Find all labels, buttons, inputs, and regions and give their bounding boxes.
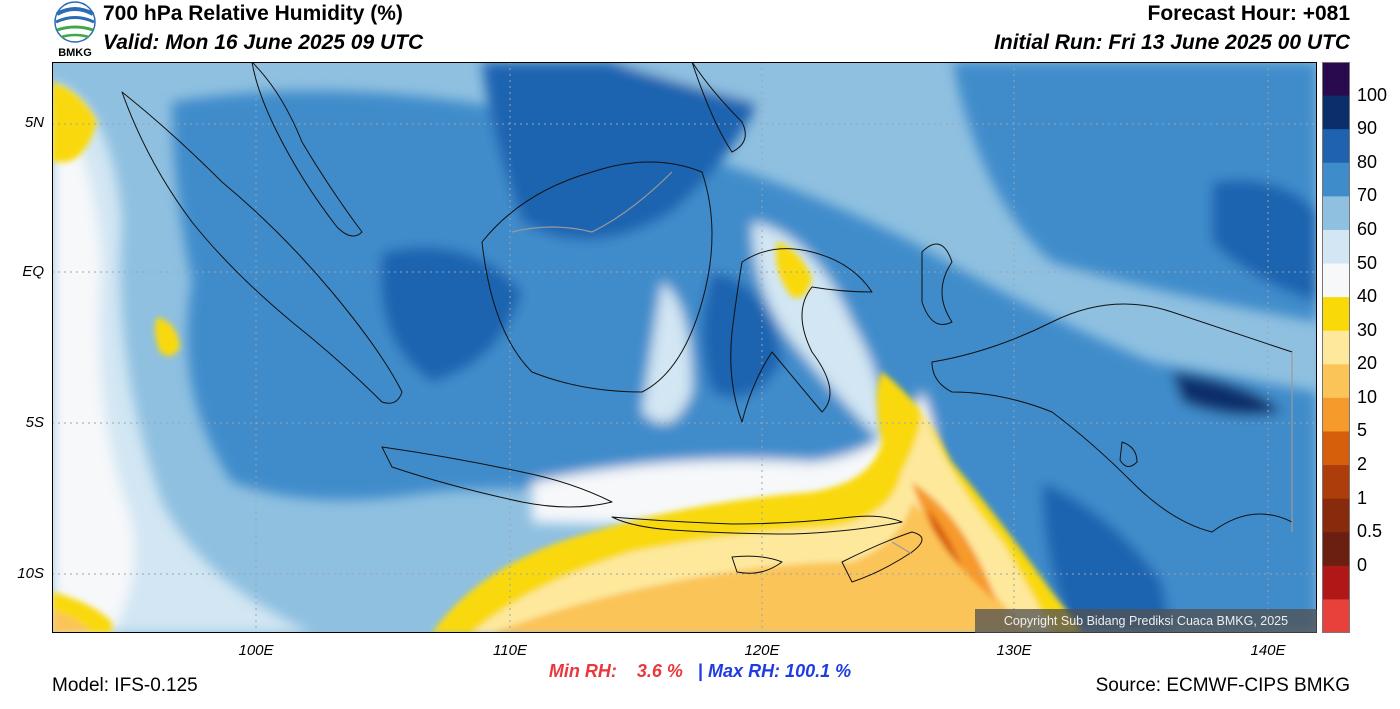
map-frame (52, 62, 1317, 633)
lon-label-140e: 140E (1250, 642, 1286, 659)
valid-time: Valid: Mon 16 June 2025 09 UTC (103, 31, 424, 54)
lat-label-5n: 5N (24, 114, 44, 131)
lon-label-130e: 130E (996, 642, 1032, 659)
colorbar-label: 60 (1357, 218, 1378, 239)
coastline-timor (841, 531, 923, 583)
humid-core-southeast (1042, 482, 1172, 633)
colorbar-swatch (1322, 229, 1350, 265)
coastline-lesser-sunda (611, 515, 903, 535)
map-title: 700 hPa Relative Humidity (%) (103, 2, 403, 25)
coastline-java (381, 446, 613, 508)
border-timor (891, 541, 913, 555)
colorbar-swatch (1322, 297, 1350, 332)
dry-tongue-10 (912, 482, 997, 602)
colorbar-label: 0 (1357, 554, 1368, 575)
coastline-borneo (481, 161, 713, 393)
colorbar-label: 30 (1357, 319, 1378, 340)
colorbar-label: 2 (1357, 454, 1368, 475)
coastline-sumba (731, 555, 783, 574)
coastline-sulawesi (730, 248, 873, 423)
coastline-malay-peninsula (251, 62, 363, 237)
min-rh-label: Min RH: (548, 661, 617, 681)
model-name: Model: IFS-0.125 (52, 675, 198, 696)
border-borneo (511, 171, 673, 233)
colorbar-swatch (1322, 498, 1350, 533)
colorbar-swatch (1322, 196, 1350, 231)
colorbar-swatch (1322, 162, 1350, 197)
colorbar-label: 90 (1357, 118, 1378, 139)
colorbar-swatch (1322, 397, 1350, 432)
initial-run: Initial Run: Fri 13 June 2025 00 UTC (994, 31, 1350, 54)
dry-tongue-20 (492, 502, 1027, 633)
dry-region-flores-sea (642, 282, 692, 424)
colorbar-label: 0.5 (1357, 521, 1383, 542)
colorbar-swatch (1322, 532, 1350, 567)
logo-text: BMKG (58, 47, 92, 59)
humid-core-papua (1172, 372, 1282, 416)
colorbar-swatch (1322, 465, 1350, 500)
coastline-aru (1119, 441, 1138, 467)
dry-region-west-core (52, 102, 135, 633)
humid-region-east (952, 62, 1317, 322)
max-rh-label: Max RH: 100.1 % (708, 661, 852, 681)
data-source: Source: ECMWF-CIPS BMKG (1095, 675, 1350, 696)
min-rh-value: 3.6 % (636, 661, 683, 681)
humid-core-north (482, 62, 772, 240)
colorbar-swatch (1322, 431, 1350, 466)
colorbar-frame (1322, 62, 1350, 633)
colorbar-swatch (1322, 129, 1350, 164)
rh-statistics: Min RH: 3.6 % | Max RH: 100.1 % (0, 661, 1400, 682)
colorbar-label: 100 (1357, 84, 1388, 105)
lat-label-eq: EQ (22, 263, 44, 280)
colorbar-swatch (1322, 565, 1350, 600)
colorbar-swatch (1322, 330, 1350, 365)
dry-core-5 (927, 507, 962, 567)
colorbar-label: 5 (1357, 420, 1368, 441)
coastline-papua (931, 303, 1293, 533)
lon-label-100e: 100E (238, 642, 274, 659)
humid-core-borneo (380, 247, 522, 382)
colorbar-label: 80 (1357, 151, 1378, 172)
humid-core-east (1212, 180, 1317, 302)
lat-label-10s: 10S (17, 565, 44, 582)
lon-label-120e: 120E (744, 642, 780, 659)
dry-patch-west (155, 317, 180, 356)
colorbar-label: 1 (1357, 487, 1368, 508)
colorbar (1322, 62, 1350, 633)
dry-patch-southwest-20 (52, 610, 92, 633)
colorbar-label: 10 (1357, 386, 1378, 407)
humidity-map (52, 62, 1317, 633)
colorbar-swatch (1322, 95, 1350, 130)
lon-label-110e: 110E (493, 642, 527, 659)
dry-patch-northwest (52, 82, 97, 162)
coastline-sumatra (121, 91, 403, 404)
coastline-halmahera (921, 243, 953, 325)
colorbar-swatch (1322, 599, 1350, 633)
dry-patch-sulawesi (776, 242, 812, 298)
lat-label-5s: 5S (25, 414, 44, 431)
dry-region-northeast (612, 62, 952, 182)
colorbar-swatch (1322, 364, 1350, 399)
colorbar-swatch (1322, 62, 1350, 97)
colorbar-label: 50 (1357, 252, 1378, 273)
stats-separator: | (697, 661, 704, 681)
forecast-hour: Forecast Hour: +081 (1147, 2, 1351, 25)
bmkg-logo-icon (54, 1, 96, 43)
colorbar-label: 70 (1357, 185, 1378, 206)
coastline-philippines (691, 62, 746, 153)
copyright-notice: Copyright Sub Bidang Prediksi Cuaca BMKG… (975, 609, 1317, 633)
colorbar-swatch (1322, 263, 1350, 298)
colorbar-label: 20 (1357, 353, 1378, 374)
colorbar-label: 40 (1357, 286, 1378, 307)
